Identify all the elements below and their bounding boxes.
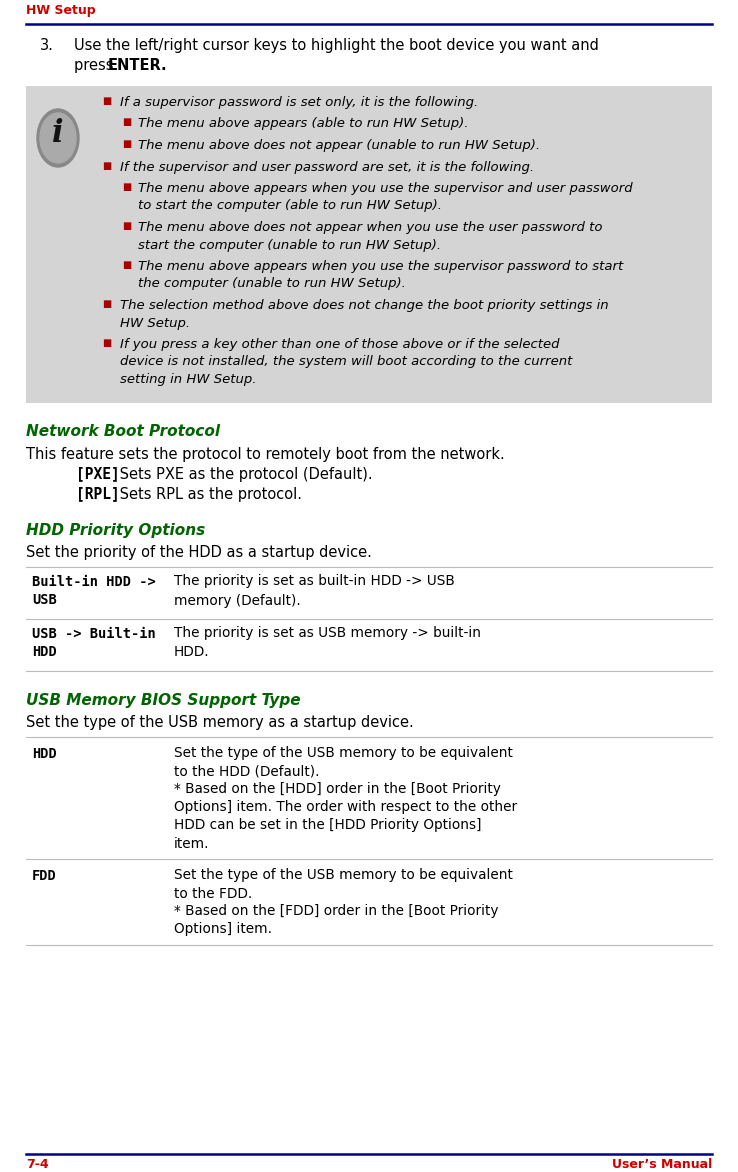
Text: Set the priority of the HDD as a startup device.: Set the priority of the HDD as a startup…	[26, 545, 372, 559]
Text: 7-4: 7-4	[26, 1158, 49, 1171]
Text: USB -> Built-in: USB -> Built-in	[32, 627, 156, 641]
Text: Sets PXE as the protocol (Default).: Sets PXE as the protocol (Default).	[115, 466, 373, 482]
Text: Options] item. The order with respect to the other: Options] item. The order with respect to…	[174, 800, 517, 815]
Text: Network Boot Protocol: Network Boot Protocol	[26, 424, 220, 440]
Text: press: press	[74, 57, 118, 73]
Text: memory (Default).: memory (Default).	[174, 593, 301, 607]
Text: ■: ■	[122, 182, 131, 192]
Text: The priority is set as USB memory -> built-in: The priority is set as USB memory -> bui…	[174, 627, 481, 641]
FancyBboxPatch shape	[26, 86, 712, 402]
Text: Set the type of the USB memory to be equivalent: Set the type of the USB memory to be equ…	[174, 747, 513, 761]
Text: * Based on the [FDD] order in the [Boot Priority: * Based on the [FDD] order in the [Boot …	[174, 905, 498, 919]
Text: The menu above appears when you use the supervisor password to start: The menu above appears when you use the …	[138, 260, 624, 273]
Text: USB: USB	[32, 593, 57, 607]
Text: ■: ■	[102, 338, 111, 348]
Text: Set the type of the USB memory to be equivalent: Set the type of the USB memory to be equ…	[174, 868, 513, 883]
Text: start the computer (unable to run HW Setup).: start the computer (unable to run HW Set…	[138, 238, 441, 252]
Text: [RPL]: [RPL]	[76, 486, 120, 502]
Text: HDD.: HDD.	[174, 646, 210, 660]
Text: to the FDD.: to the FDD.	[174, 886, 252, 900]
Text: i: i	[52, 118, 63, 150]
Text: 3.: 3.	[40, 38, 54, 53]
Text: Options] item.: Options] item.	[174, 922, 272, 936]
Text: ■: ■	[122, 260, 131, 270]
Text: ■: ■	[122, 222, 131, 231]
Text: The priority is set as built-in HDD -> USB: The priority is set as built-in HDD -> U…	[174, 574, 455, 588]
Text: Set the type of the USB memory as a startup device.: Set the type of the USB memory as a star…	[26, 715, 414, 729]
Text: to start the computer (able to run HW Setup).: to start the computer (able to run HW Se…	[138, 199, 442, 212]
Text: ■: ■	[122, 139, 131, 149]
Text: HDD can be set in the [HDD Priority Options]: HDD can be set in the [HDD Priority Opti…	[174, 818, 481, 832]
Text: The selection method above does not change the boot priority settings in: The selection method above does not chan…	[120, 299, 609, 312]
Text: ■: ■	[102, 161, 111, 170]
Text: to the HDD (Default).: to the HDD (Default).	[174, 764, 320, 778]
Text: HDD: HDD	[32, 646, 57, 660]
Text: [PXE]: [PXE]	[76, 466, 120, 482]
Text: device is not installed, the system will boot according to the current: device is not installed, the system will…	[120, 355, 573, 368]
Text: User’s Manual: User’s Manual	[612, 1158, 712, 1171]
Text: ■: ■	[102, 299, 111, 309]
Text: If the supervisor and user password are set, it is the following.: If the supervisor and user password are …	[120, 161, 534, 173]
Text: setting in HW Setup.: setting in HW Setup.	[120, 373, 257, 386]
Text: ■: ■	[122, 117, 131, 128]
Text: the computer (unable to run HW Setup).: the computer (unable to run HW Setup).	[138, 278, 406, 291]
Text: HW Setup: HW Setup	[26, 4, 96, 18]
Text: HDD Priority Options: HDD Priority Options	[26, 523, 205, 538]
Text: Use the left/right cursor keys to highlight the boot device you want and: Use the left/right cursor keys to highli…	[74, 38, 599, 53]
Text: The menu above appears when you use the supervisor and user password: The menu above appears when you use the …	[138, 182, 632, 195]
Text: Built-in HDD ->: Built-in HDD ->	[32, 574, 156, 588]
Ellipse shape	[40, 113, 76, 163]
Text: The menu above does not appear when you use the user password to: The menu above does not appear when you …	[138, 222, 602, 234]
Text: FDD: FDD	[32, 868, 57, 883]
Text: The menu above does not appear (unable to run HW Setup).: The menu above does not appear (unable t…	[138, 139, 540, 152]
Text: HW Setup.: HW Setup.	[120, 316, 190, 329]
Text: item.: item.	[174, 837, 210, 851]
Text: If a supervisor password is set only, it is the following.: If a supervisor password is set only, it…	[120, 96, 478, 109]
Text: ENTER.: ENTER.	[108, 57, 168, 73]
Text: The menu above appears (able to run HW Setup).: The menu above appears (able to run HW S…	[138, 117, 469, 130]
Text: This feature sets the protocol to remotely boot from the network.: This feature sets the protocol to remote…	[26, 447, 505, 462]
Ellipse shape	[37, 109, 79, 166]
Text: * Based on the [HDD] order in the [Boot Priority: * Based on the [HDD] order in the [Boot …	[174, 783, 501, 797]
Text: Sets RPL as the protocol.: Sets RPL as the protocol.	[115, 486, 302, 502]
Text: If you press a key other than one of those above or if the selected: If you press a key other than one of tho…	[120, 338, 559, 350]
Text: HDD: HDD	[32, 747, 57, 761]
Text: ■: ■	[102, 96, 111, 105]
Text: USB Memory BIOS Support Type: USB Memory BIOS Support Type	[26, 693, 300, 708]
